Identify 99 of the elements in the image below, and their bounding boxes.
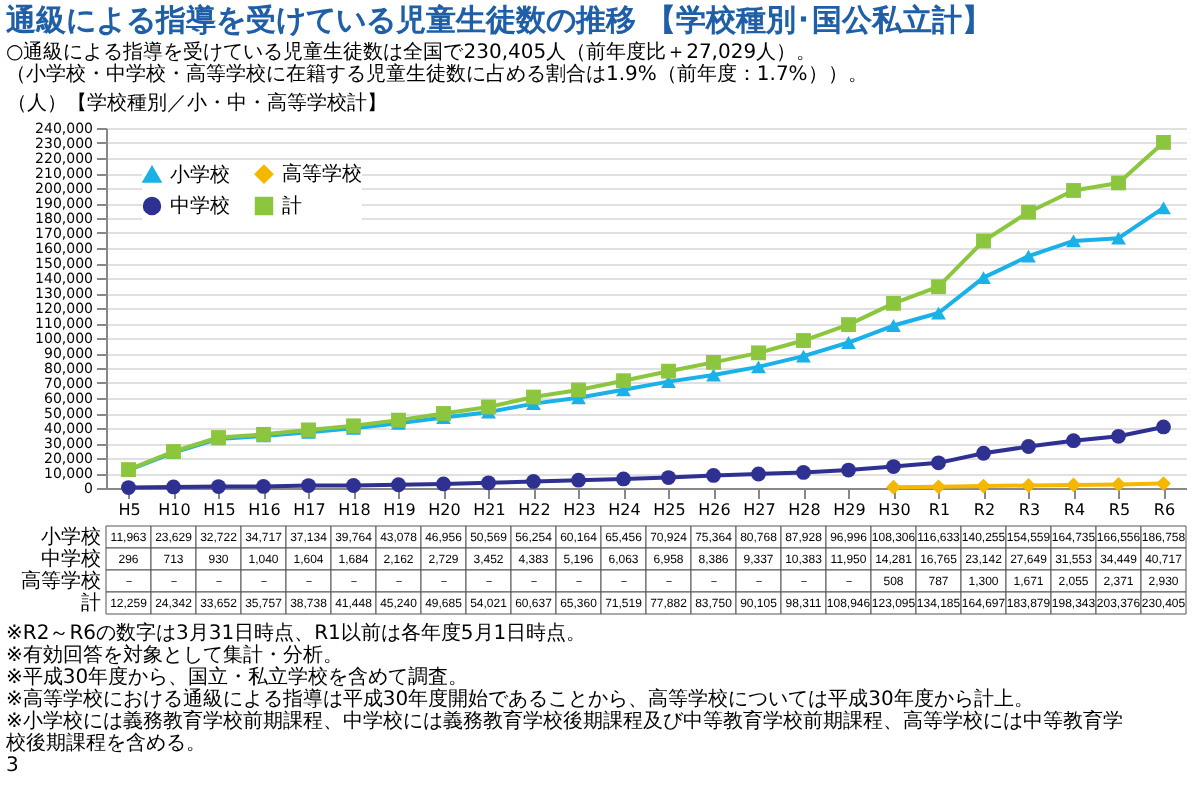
text: 小学校 xyxy=(41,527,101,549)
x-tick-label: H30 xyxy=(878,501,911,519)
point xyxy=(931,479,946,495)
point xyxy=(1156,201,1171,215)
point xyxy=(1021,204,1036,220)
point xyxy=(1021,478,1036,493)
point xyxy=(1156,419,1171,435)
point xyxy=(886,459,901,474)
point xyxy=(1111,175,1126,191)
point xyxy=(301,478,316,493)
x-tick-label: H21 xyxy=(473,501,506,519)
x-tick-label: R6 xyxy=(1153,501,1176,519)
chart-subtitle: ○通級による指導を受けている児童生徒数は全国で230,405人（前年度比＋27,029人）。（小学校・中学校・高等学校に在籍する児童生徒数に占める割合は1.9%（前年度：1.7%））。 xyxy=(6,40,868,86)
legend-label: 計 xyxy=(282,194,302,218)
point xyxy=(436,476,451,492)
point xyxy=(976,445,991,461)
text: 高等学校 xyxy=(21,571,101,593)
point xyxy=(931,279,946,295)
text: 計 xyxy=(81,593,101,615)
point xyxy=(256,479,271,494)
x-tick-label: H17 xyxy=(293,501,326,519)
point xyxy=(1111,477,1126,492)
point xyxy=(481,475,496,491)
point xyxy=(1066,477,1081,493)
point xyxy=(1156,476,1171,492)
x-tick-label: R5 xyxy=(1108,501,1131,519)
x-tick-label: R4 xyxy=(1063,501,1086,519)
point xyxy=(976,271,991,285)
x-tick-label: H16 xyxy=(248,501,281,519)
point xyxy=(436,406,451,421)
point xyxy=(886,319,901,332)
x-tick-label: H15 xyxy=(203,501,236,519)
point xyxy=(1066,433,1081,449)
x-tick-label: H24 xyxy=(608,501,641,519)
point xyxy=(1156,134,1171,150)
text: 3 xyxy=(6,754,19,777)
point xyxy=(1021,249,1036,263)
y-axis-title: （人）【学校種別／小・中・高等学校計】 xyxy=(7,91,387,115)
point xyxy=(796,349,811,363)
point xyxy=(1111,428,1126,444)
point xyxy=(1111,231,1126,245)
point xyxy=(796,333,811,348)
point xyxy=(751,345,766,361)
text: ※R2～R6の数字は3月31日時点、R1以前は各年度5月1日時点。 xyxy=(6,620,587,645)
legend-label: 高等学校 xyxy=(282,162,362,187)
point xyxy=(661,470,676,485)
point xyxy=(616,471,631,487)
point xyxy=(121,480,136,495)
point xyxy=(706,468,721,483)
point xyxy=(931,455,946,471)
x-tick-label: H22 xyxy=(518,501,551,519)
point xyxy=(346,478,361,493)
point xyxy=(796,465,811,480)
x-tick-label: R3 xyxy=(1018,501,1041,519)
point xyxy=(166,479,181,495)
chart-title: 通級による指導を受けている児童生徒数の推移 【学校種別･国公私立計】 xyxy=(4,2,993,38)
point xyxy=(661,363,676,379)
text: ※平成30年度から、国立・私立学校を含めて調査。 xyxy=(6,664,469,689)
point xyxy=(841,317,856,332)
point xyxy=(751,360,766,374)
point xyxy=(211,479,226,495)
x-tick-label: R2 xyxy=(973,501,996,519)
x-tick-label: H28 xyxy=(788,501,821,519)
x-tick-label: H20 xyxy=(428,501,461,519)
point xyxy=(571,472,586,488)
point xyxy=(976,233,991,249)
point xyxy=(706,354,721,370)
point xyxy=(1021,439,1036,454)
x-tick-label: H27 xyxy=(743,501,776,519)
x-tick-label: H18 xyxy=(338,501,371,519)
point xyxy=(481,399,496,415)
point xyxy=(526,389,541,405)
x-tick-label: H23 xyxy=(563,501,596,519)
x-tick-label: H29 xyxy=(833,501,866,519)
legend-label: 中学校 xyxy=(170,194,230,218)
point xyxy=(526,474,541,489)
point xyxy=(1066,183,1081,198)
point xyxy=(841,462,856,478)
x-tick-label: H10 xyxy=(158,501,191,519)
text: ※小学校には義務教育学校前期課程、中学校には義務教育学校後期課程及び中等教育学校前期課程、高等学校には中等教育学校後期課程を含める。 xyxy=(4,708,1123,755)
x-tick-label: R1 xyxy=(928,501,951,519)
legend-label: 小学校 xyxy=(170,162,230,187)
point xyxy=(706,368,721,382)
point xyxy=(1066,234,1081,248)
point xyxy=(841,336,856,349)
point xyxy=(886,479,901,495)
text: ※高等学校における通級による指導は平成30年度開始であることから、高等学校については平成30年度から計上。 xyxy=(6,686,1034,711)
x-tick-label: H19 xyxy=(383,501,416,519)
point xyxy=(616,373,631,389)
point xyxy=(571,382,586,398)
text: ※有効回答を対象として集計・分析。 xyxy=(6,642,343,667)
point xyxy=(391,477,406,493)
x-tick-label: H5 xyxy=(118,501,141,519)
point xyxy=(931,306,946,320)
point xyxy=(886,295,901,311)
x-tick-label: H25 xyxy=(653,501,686,519)
point xyxy=(751,466,766,482)
text: 中学校 xyxy=(41,549,101,571)
x-tick-label: H26 xyxy=(698,501,731,519)
